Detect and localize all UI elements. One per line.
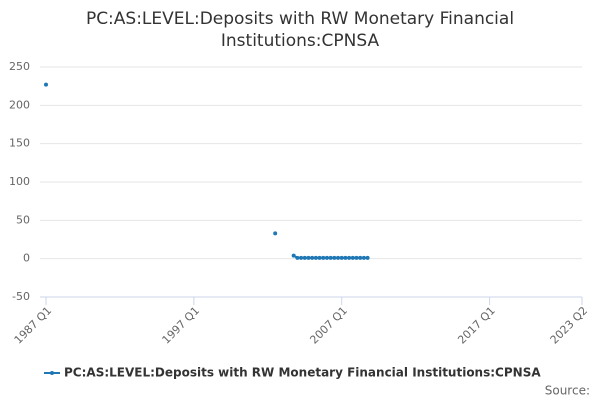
point bbox=[299, 255, 304, 260]
point bbox=[321, 255, 326, 260]
y-tick-label: 250 bbox=[9, 60, 30, 73]
x-tick-label: 1987 Q1 bbox=[12, 304, 55, 347]
x-tick-label: 2017 Q1 bbox=[455, 304, 498, 347]
point bbox=[365, 255, 370, 260]
point bbox=[306, 255, 311, 260]
point bbox=[313, 255, 318, 260]
point bbox=[354, 255, 359, 260]
point bbox=[332, 255, 337, 260]
point bbox=[291, 253, 296, 258]
point bbox=[273, 231, 278, 236]
point bbox=[302, 255, 307, 260]
point bbox=[336, 255, 341, 260]
point bbox=[361, 255, 366, 260]
chart-title: PC:AS:LEVEL:Deposits with RW Monetary Fi… bbox=[85, 9, 515, 51]
y-tick-label: 0 bbox=[23, 252, 30, 265]
point bbox=[328, 255, 333, 260]
point bbox=[295, 255, 300, 260]
y-tick-label: 50 bbox=[16, 213, 30, 226]
y-tick-label: -50 bbox=[12, 290, 30, 303]
legend-label: PC:AS:LEVEL:Deposits with RW Monetary Fi… bbox=[64, 366, 541, 380]
point bbox=[343, 255, 348, 260]
point bbox=[350, 255, 355, 260]
x-tick-label: 1997 Q1 bbox=[160, 304, 203, 347]
y-tick-label: 200 bbox=[9, 98, 30, 111]
point bbox=[358, 255, 363, 260]
y-tick-label: 100 bbox=[9, 175, 30, 188]
x-tick-label: 2023 Q2 bbox=[548, 304, 591, 347]
source: Source: bbox=[545, 384, 590, 398]
x-tick-label: 2007 Q1 bbox=[307, 304, 350, 347]
point bbox=[324, 255, 329, 260]
point bbox=[317, 255, 322, 260]
legend-marker bbox=[50, 371, 54, 375]
point bbox=[44, 82, 48, 87]
y-tick-label: 150 bbox=[9, 137, 30, 150]
point bbox=[339, 255, 344, 260]
point bbox=[310, 255, 315, 260]
point bbox=[347, 255, 352, 260]
